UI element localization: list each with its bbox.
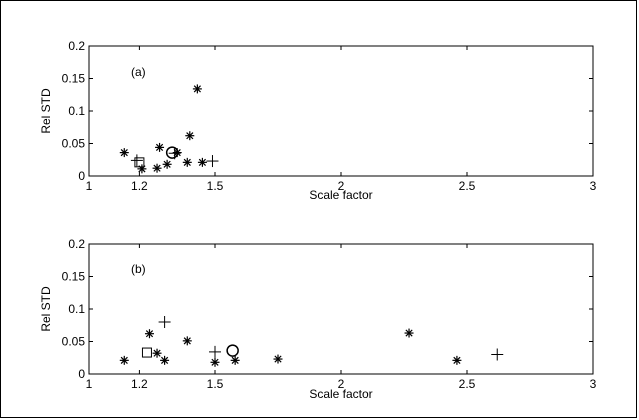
y-tick-label: 0.05 <box>62 137 86 151</box>
plus-point <box>206 155 219 168</box>
asterisk-stroke <box>183 337 191 345</box>
plus-point <box>130 154 143 167</box>
asterisk-point <box>162 159 172 169</box>
y-tick-label: 0.2 <box>68 237 85 251</box>
square-point <box>141 347 152 358</box>
asterisk-stroke <box>160 356 169 364</box>
asterisk-stroke <box>153 349 161 357</box>
asterisk-point <box>160 355 170 365</box>
panel-b: (b) Scale factor Rel STD 1 1.2 1.5 2 2.5 3 0 0.… <box>39 237 597 401</box>
asterisk-point <box>137 164 147 174</box>
x-tick-label: 2.5 <box>459 179 476 193</box>
x-axis-label-b: Scale factor <box>309 387 372 401</box>
plot-area-b <box>88 243 594 375</box>
asterisk-point <box>404 328 414 338</box>
asterisk-stroke <box>155 143 164 152</box>
x-tick-label: 1.2 <box>131 377 148 391</box>
x-tick-label: 1.2 <box>131 179 148 193</box>
y-tick-label: 0 <box>78 367 85 381</box>
asterisk-stroke <box>198 158 207 166</box>
asterisk-stroke <box>183 158 191 166</box>
plus-point <box>168 147 181 160</box>
asterisk-stroke <box>153 164 161 172</box>
y-axis-label-a: Rel STD <box>39 88 53 134</box>
x-tick-label: 1 <box>86 377 93 391</box>
plot-area-a <box>88 45 594 177</box>
y-tick-label: 0 <box>78 169 85 183</box>
asterisk-point <box>144 329 154 339</box>
x-tick-label: 3 <box>590 179 597 193</box>
asterisk-point <box>192 84 202 94</box>
y-tick-label: 0.05 <box>62 335 86 349</box>
asterisk-point <box>230 355 240 365</box>
asterisk-point <box>185 131 195 141</box>
y-tick-label: 0.15 <box>62 270 86 284</box>
asterisk-stroke <box>186 132 194 140</box>
panel-label-b: (b) <box>131 262 146 276</box>
y-axis-label-b: Rel STD <box>39 286 53 332</box>
square-point <box>134 157 145 168</box>
circle-point <box>226 344 239 357</box>
asterisk-stroke <box>231 356 239 364</box>
asterisk-stroke <box>145 330 154 338</box>
y-tick-label: 0.1 <box>68 104 85 118</box>
axis-ticks-a: 1 1.2 1.5 2 2.5 3 0 0.05 0.1 0.15 0.2 <box>62 39 597 193</box>
plus-point <box>158 316 171 328</box>
plus-point <box>209 345 221 358</box>
asterisk-stroke <box>453 356 461 364</box>
x-tick-label: 1.5 <box>207 179 224 193</box>
plus-point <box>491 348 504 361</box>
asterisk-point <box>210 357 220 367</box>
circle-point <box>165 146 179 159</box>
y-tick-label: 0.1 <box>68 302 85 316</box>
asterisk-stroke <box>120 148 128 157</box>
data-marks-a <box>119 84 219 174</box>
asterisk-point <box>152 348 162 358</box>
panel-a: (a) Scale factor Rel STD 1 1.2 1.5 2 2.5 3 0 0.… <box>39 39 597 202</box>
asterisk-point <box>182 157 192 167</box>
asterisk-stroke <box>120 356 128 364</box>
x-axis-label-a: Scale factor <box>309 188 372 202</box>
y-tick-label: 0.2 <box>68 39 85 53</box>
x-tick-label: 2 <box>338 377 345 391</box>
y-tick-label: 0.15 <box>62 72 86 86</box>
asterisk-point <box>197 157 207 167</box>
asterisk-point <box>452 355 462 365</box>
data-marks-b <box>119 316 504 367</box>
asterisk-point <box>155 142 165 152</box>
asterisk-point <box>182 336 192 346</box>
asterisk-stroke <box>274 355 282 363</box>
x-tick-label: 3 <box>590 377 597 391</box>
x-tick-label: 2.5 <box>459 377 476 391</box>
x-tick-label: 2 <box>338 179 345 193</box>
asterisk-stroke <box>163 160 171 168</box>
asterisk-stroke <box>193 85 201 93</box>
asterisk-stroke <box>211 358 219 366</box>
panel-label-a: (a) <box>131 65 146 79</box>
asterisk-stroke <box>405 329 413 337</box>
asterisk-point <box>119 148 129 158</box>
asterisk-point <box>152 163 162 173</box>
axis-ticks-b: 1 1.2 1.5 2 2.5 3 0 0.05 0.1 0.15 0.2 <box>62 237 597 391</box>
x-tick-label: 1 <box>86 179 93 193</box>
x-tick-label: 1.5 <box>207 377 224 391</box>
asterisk-point <box>119 355 129 365</box>
asterisk-point <box>273 354 283 364</box>
